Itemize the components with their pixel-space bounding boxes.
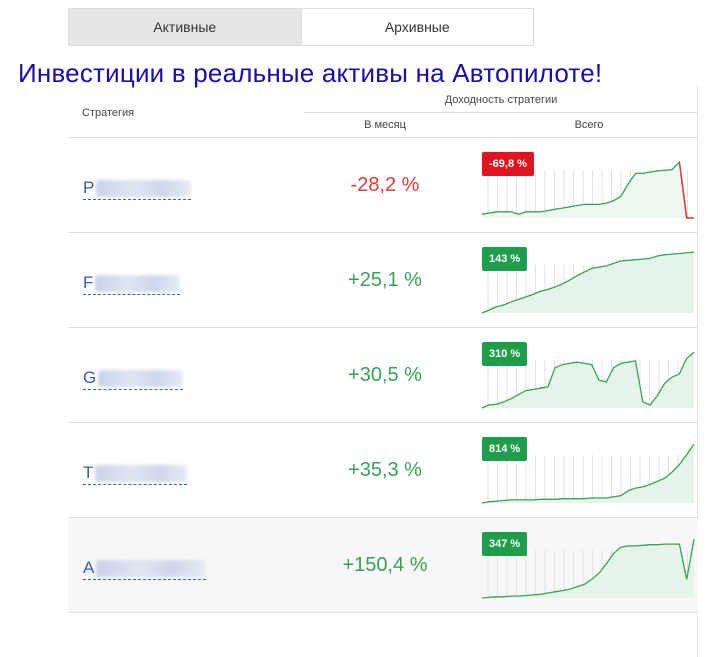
column-header-month: В месяц [364,119,406,131]
strategy-name-text: F [83,273,94,292]
table-right-border [697,86,698,657]
total-yield-sparkline[interactable]: -69,8 % [480,148,698,228]
total-yield-badge: 814 % [482,437,528,461]
sparkline-svg [481,351,695,409]
blurred-name-mask [96,559,207,577]
table-row[interactable]: G +30,5 % 310 % [68,328,698,423]
blurred-name-mask [95,464,188,482]
sparkline-area [482,252,694,313]
monthly-yield: +25,1 % [348,269,422,291]
table-row[interactable]: A +150,4 % 347 % [68,518,698,613]
headline: Инвестиции в реальные активы на Автопило… [18,58,603,88]
strategy-name-link[interactable]: A [83,558,207,580]
sparkline-area [482,539,694,598]
sparkline-line [481,351,695,409]
column-header-yield: Доходность стратегии [444,94,558,106]
strategy-name-link[interactable]: P [83,178,192,200]
tab-archive[interactable]: Архивные [300,9,533,45]
strategy-tabs: Активные Архивные [68,8,534,46]
sparkline-line [481,251,695,314]
monthly-yield: +35,3 % [348,459,422,481]
sparkline-svg [481,443,695,504]
blurred-name-mask [95,274,181,292]
blurred-name-mask [98,369,184,387]
total-yield-sparkline[interactable]: 143 % [480,243,698,323]
sparkline-svg [481,538,695,599]
sparkline-line [481,443,695,504]
strategy-name-text: G [83,368,97,387]
total-yield-badge: 143 % [482,247,528,271]
sparkline-svg [481,251,695,314]
sparkline-area [482,444,694,503]
total-yield-badge: -69,8 % [482,152,534,176]
monthly-yield: +30,5 % [348,364,422,386]
strategy-name-link[interactable]: F [83,273,181,295]
header-bottom-divider [68,137,698,138]
sparkline-area [482,162,694,218]
blurred-name-mask [96,179,192,197]
column-header-total: Всего [574,119,604,131]
total-yield-badge: 310 % [482,342,528,366]
strategy-name-text: T [83,463,94,482]
tab-active[interactable]: Активные [69,9,301,45]
table-row[interactable]: T +35,3 % 814 % [68,423,698,518]
sparkline-line [481,160,694,219]
strategy-name-text: A [83,558,95,577]
strategy-name-text: P [83,178,95,197]
total-yield-badge: 347 % [482,532,528,556]
total-yield-sparkline[interactable]: 347 % [480,528,698,608]
monthly-yield: -28,2 % [350,174,420,196]
monthly-yield: +150,4 % [342,554,428,576]
column-header-strategy: Стратегия [82,107,135,119]
sparkline-negative-segment [678,162,694,219]
sparkline-svg [481,160,694,219]
sparkline-line [481,538,695,599]
table-row[interactable]: P -28,2 % -69,8 % [68,138,698,233]
total-yield-sparkline[interactable]: 814 % [480,433,698,513]
header-divider [304,112,698,113]
strategy-name-link[interactable]: G [83,368,184,390]
strategy-name-link[interactable]: T [83,463,188,485]
total-yield-sparkline[interactable]: 310 % [480,338,698,418]
table-row[interactable]: F +25,1 % 143 % [68,233,698,328]
